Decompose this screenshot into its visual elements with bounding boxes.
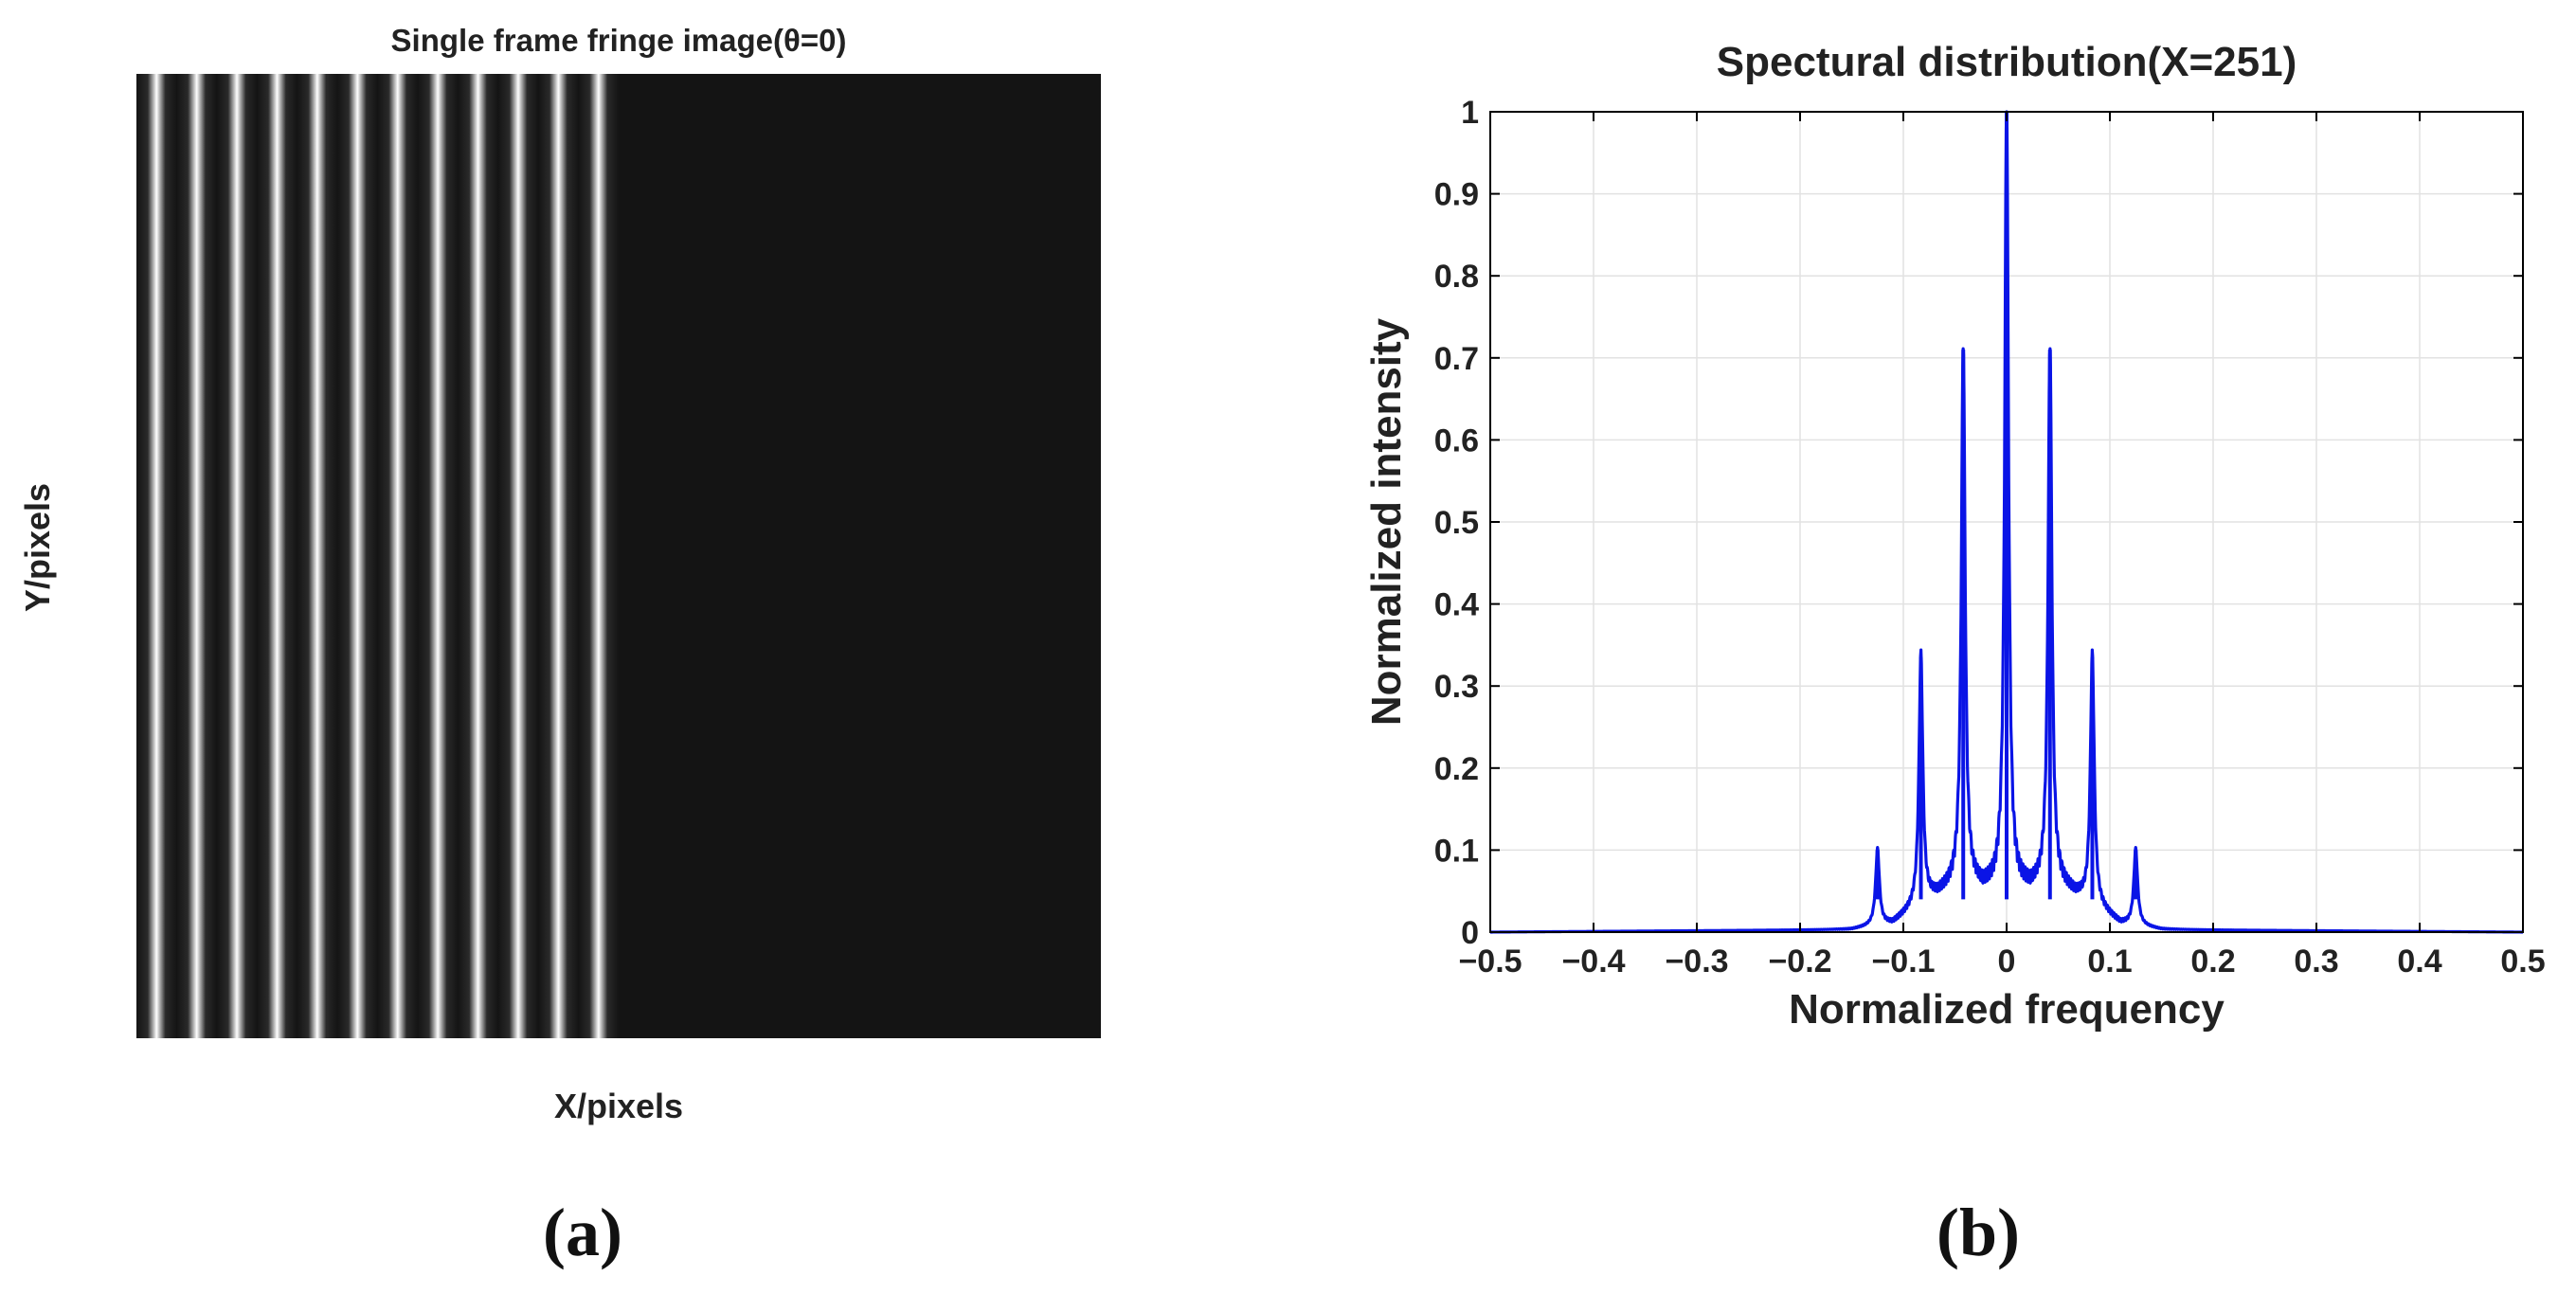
panel-b: Spectural distribution(X=251) −0.5 −0.4 −0… — [1363, 39, 2546, 1270]
y-tick-label: 1 — [1461, 95, 1479, 131]
bright-fringe — [176, 74, 217, 1038]
x-tick-label: −0.5 — [1458, 944, 1522, 979]
bright-fringe — [216, 74, 258, 1038]
panel-a: Single frame fringe image(θ=0) X/pixels … — [18, 23, 1101, 1270]
spectrum-ylabel: Normalized intensity — [1363, 317, 1410, 726]
x-tick-label: 0.3 — [2294, 944, 2338, 979]
y-tick-label: 0.2 — [1434, 751, 1479, 787]
bright-fringe — [538, 74, 579, 1038]
y-tick-label: 0.7 — [1434, 341, 1479, 377]
bright-fringe — [136, 74, 177, 1038]
fringe-image-xlabel: X/pixels — [554, 1087, 683, 1125]
y-tick-label: 0 — [1461, 915, 1479, 951]
x-tick-label: −0.4 — [1561, 944, 1625, 979]
x-tick-label: 0.4 — [2397, 944, 2441, 979]
y-tick-label: 0.8 — [1434, 259, 1479, 295]
x-tick-label: 0.2 — [2190, 944, 2235, 979]
x-tick-label: −0.3 — [1665, 944, 1728, 979]
fringe-image-title: Single frame fringe image(θ=0) — [391, 23, 847, 58]
bright-fringe — [257, 74, 297, 1038]
y-tick-label: 0.3 — [1434, 669, 1479, 705]
bright-fringe — [578, 74, 619, 1038]
y-tick-label: 0.1 — [1434, 833, 1479, 869]
bright-fringe — [417, 74, 459, 1038]
spectrum-ticks: −0.5 −0.4 −0.3 −0.2 −0.1 0 0.1 0.2 0.3 0.4 0.5 0 0.1… — [1434, 95, 2546, 979]
bright-fringe — [337, 74, 378, 1038]
fringe-image — [136, 74, 1101, 1038]
x-tick-label: −0.1 — [1871, 944, 1935, 979]
y-tick-label: 0.6 — [1434, 422, 1479, 458]
x-tick-label: 0.5 — [2500, 944, 2545, 979]
bright-fringe — [377, 74, 418, 1038]
spectrum-xlabel: Normalized frequency — [1789, 986, 2225, 1033]
spectrum-title: Spectural distribution(X=251) — [1717, 39, 2297, 85]
y-tick-label: 0.9 — [1434, 177, 1479, 213]
y-tick-label: 0.4 — [1434, 587, 1479, 623]
bright-fringe — [458, 74, 498, 1038]
x-tick-label: 0 — [1998, 944, 2016, 979]
bright-fringe — [297, 74, 338, 1038]
y-tick-label: 0.5 — [1434, 505, 1479, 541]
x-tick-label: −0.2 — [1768, 944, 1831, 979]
x-tick-label: 0.1 — [2087, 944, 2132, 979]
fringe-image-ylabel: Y/pixels — [18, 483, 57, 612]
panel-b-caption: (b) — [1937, 1195, 2020, 1270]
panel-a-caption: (a) — [543, 1195, 622, 1270]
bright-fringe — [497, 74, 539, 1038]
